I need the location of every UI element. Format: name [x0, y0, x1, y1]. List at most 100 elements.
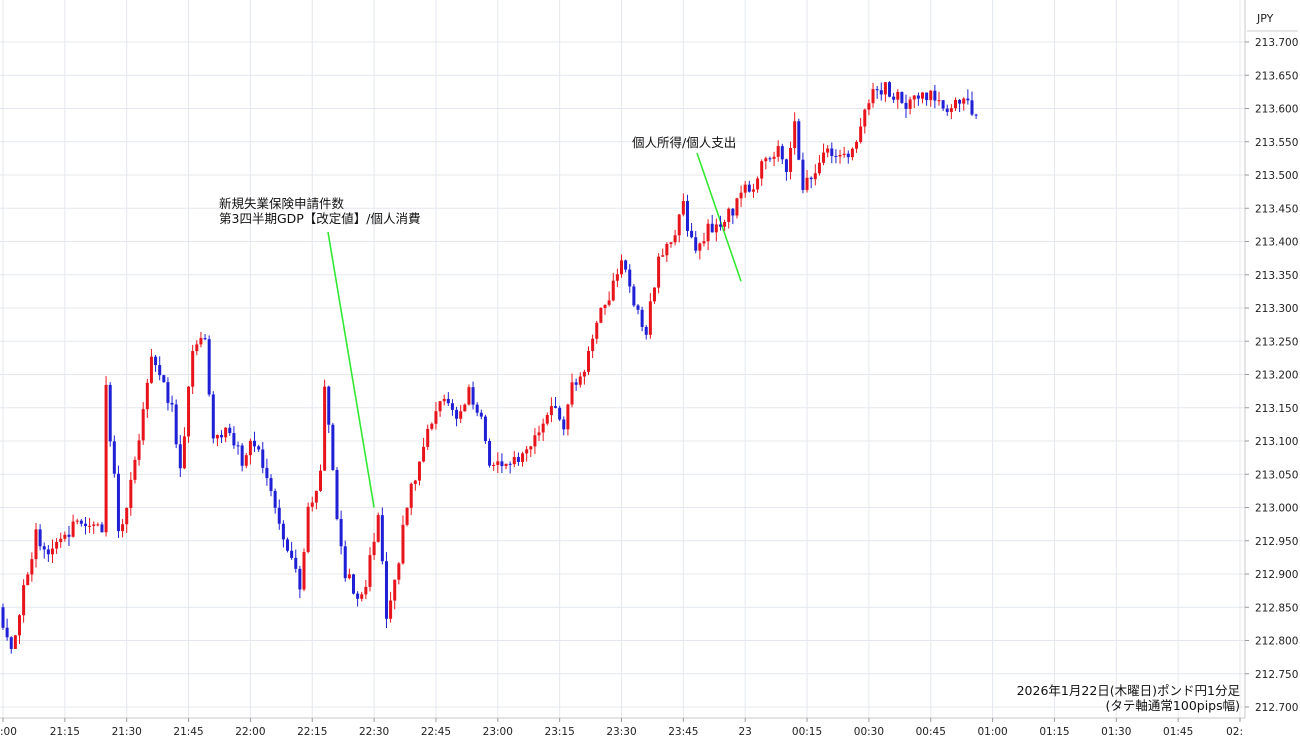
candle-down [5, 627, 9, 638]
candle-up [953, 99, 957, 109]
candle-down [162, 375, 166, 383]
x-tick-label: 21:15 [50, 726, 80, 738]
y-tick-label: 213.450 [1255, 203, 1298, 215]
candle-up [962, 98, 966, 104]
candle-up [129, 479, 133, 508]
candle-down [236, 445, 240, 447]
candle-up [578, 376, 582, 385]
candle-down [809, 177, 813, 180]
candle-up [871, 89, 875, 104]
candle-down [933, 90, 937, 101]
candle-up [751, 189, 755, 192]
candle-down [269, 478, 273, 491]
candle-up [504, 463, 508, 467]
candle-up [434, 411, 438, 424]
candle-up [698, 243, 702, 251]
candle-up [735, 198, 739, 216]
y-tick-label: 212.700 [1255, 702, 1298, 714]
candle-down [768, 158, 772, 160]
candle-up [525, 449, 529, 454]
candle-up [817, 162, 821, 174]
candle-down [644, 326, 648, 335]
candle-up [529, 446, 533, 450]
candle-up [459, 411, 463, 419]
time-axis: :00 21:15 21:30 21:45 22:00 22:15 22:30 22:45 23… [0, 718, 1243, 738]
candle-up [306, 506, 310, 552]
x-tick-label: 21:30 [112, 726, 142, 738]
candle-up [842, 153, 846, 155]
candle-down [475, 404, 479, 413]
candle-down [685, 201, 689, 231]
candle-up [195, 344, 199, 352]
candle-down [178, 444, 182, 469]
candle-up [669, 242, 673, 244]
candle-up [665, 243, 669, 256]
candle-up [463, 404, 467, 412]
candle-up [541, 423, 545, 433]
x-tick-label: 23:00 [483, 726, 513, 738]
candle-down [67, 534, 71, 537]
candle-up [570, 382, 574, 405]
candle-down [879, 90, 883, 95]
candle-up [549, 406, 553, 415]
candle-down [554, 406, 558, 408]
x-tick-label: 21:45 [173, 726, 203, 738]
candle-up [401, 524, 405, 564]
candle-up [13, 635, 17, 649]
annotation-leader-line [696, 152, 742, 282]
candle-up [121, 524, 125, 532]
candle-down [904, 102, 908, 109]
candle-down [834, 155, 838, 157]
annotation-text: 新規失業保険申請件数 [219, 196, 345, 211]
candle-up [937, 100, 941, 102]
candle-up [587, 350, 591, 372]
y-tick-label: 213.250 [1255, 336, 1298, 348]
candle-up [859, 126, 863, 142]
candle-down [801, 159, 805, 190]
candle-up [826, 148, 830, 153]
candle-up [244, 455, 248, 466]
candle-down [351, 574, 355, 594]
y-tick-label: 213.300 [1255, 303, 1298, 315]
candle-down [253, 440, 257, 447]
candle-up [389, 600, 393, 619]
x-tick-label: 23:45 [668, 726, 698, 738]
chart-footer: 2026年1月22日(木曜日)ポンド円1分足(タテ軸通常100pips幅) [1017, 683, 1241, 713]
candle-down [830, 148, 834, 156]
candle-down [694, 237, 698, 251]
candle-up [739, 192, 743, 199]
candle-down [958, 99, 962, 104]
candle-up [71, 521, 75, 537]
candle-up [430, 423, 434, 429]
candle-down [731, 208, 735, 216]
candle-up [59, 538, 63, 543]
candle-up [318, 470, 322, 491]
candle-up [603, 304, 607, 308]
candle-down [112, 441, 116, 474]
candle-down [900, 91, 904, 103]
candle-down [207, 339, 211, 395]
candle-up [26, 574, 30, 586]
candle-up [681, 201, 685, 215]
candle-up [314, 490, 318, 503]
candle-up [723, 222, 727, 227]
candle-down [970, 100, 974, 115]
candle-down [100, 524, 104, 533]
candle-down [628, 269, 632, 287]
y-tick-label: 213.700 [1255, 37, 1298, 49]
y-tick-label: 213.600 [1255, 104, 1298, 116]
candle-up [55, 542, 59, 549]
candle-down [471, 387, 475, 405]
candle-down [558, 407, 562, 420]
candle-down [941, 100, 945, 109]
candle-up [191, 351, 195, 387]
candle-down [290, 550, 294, 558]
candle-down [154, 356, 158, 366]
horizontal-gridlines [0, 41, 1245, 708]
candle-up [422, 446, 426, 462]
candle-up [661, 255, 665, 257]
candle-up [409, 483, 413, 508]
candle-up [813, 173, 817, 180]
candle-up [17, 615, 21, 636]
candle-up [706, 223, 710, 242]
